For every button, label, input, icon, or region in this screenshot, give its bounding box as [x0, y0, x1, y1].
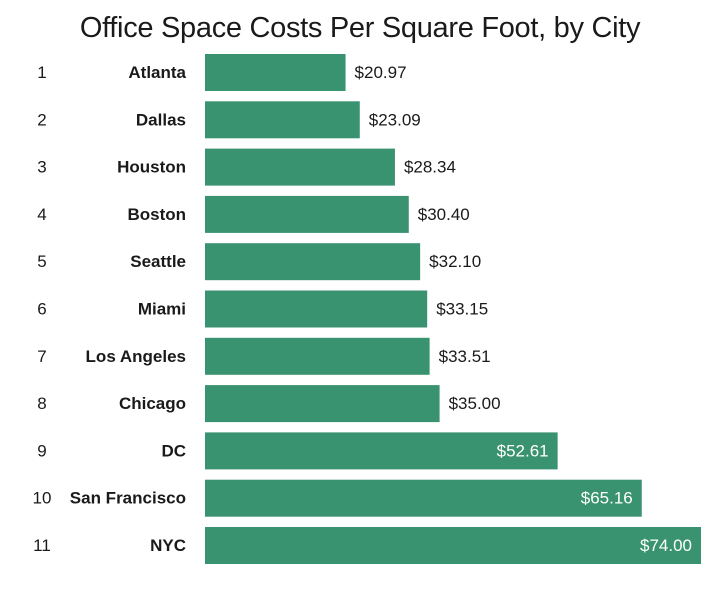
category-label: Seattle	[130, 252, 186, 271]
bar	[205, 148, 395, 186]
data-label: $65.16	[581, 489, 633, 508]
category-label: Dallas	[136, 110, 186, 129]
bar	[205, 101, 360, 139]
bar	[205, 432, 558, 470]
bar	[205, 54, 346, 91]
data-label: $33.15	[436, 300, 488, 319]
data-label: $20.97	[355, 63, 407, 82]
rank-label: 9	[37, 441, 46, 460]
bar	[205, 243, 421, 281]
data-label: $23.09	[369, 110, 421, 129]
category-label: San Francisco	[70, 489, 186, 508]
data-label: $35.00	[449, 394, 501, 413]
category-label: Boston	[127, 205, 186, 224]
rank-label: 6	[37, 300, 46, 319]
category-label: NYC	[150, 536, 186, 555]
data-label: $74.00	[640, 536, 692, 555]
bar	[205, 290, 428, 328]
rank-label: 4	[37, 205, 46, 224]
category-label: Los Angeles	[86, 347, 186, 366]
bar	[205, 385, 440, 423]
rank-label: 7	[37, 347, 46, 366]
category-label: Miami	[138, 300, 186, 319]
category-label: Chicago	[119, 394, 186, 413]
data-label: $32.10	[429, 252, 481, 271]
rank-label: 3	[37, 158, 46, 177]
data-label: $33.51	[439, 347, 491, 366]
bar	[205, 527, 701, 564]
rank-label: 5	[37, 252, 46, 271]
category-label: Atlanta	[128, 63, 186, 82]
rank-label: 10	[33, 489, 52, 508]
rank-label: 2	[37, 110, 46, 129]
rank-label: 1	[37, 63, 46, 82]
data-label: $28.34	[404, 158, 456, 177]
bar	[205, 337, 430, 375]
data-label: $30.40	[418, 205, 470, 224]
chart-title: Office Space Costs Per Square Foot, by C…	[79, 12, 641, 44]
bar	[205, 479, 642, 517]
rank-label: 11	[33, 536, 51, 555]
rank-label: 8	[37, 394, 46, 413]
category-label: DC	[161, 441, 186, 460]
category-label: Houston	[117, 158, 186, 177]
bar	[205, 195, 409, 233]
data-label: $52.61	[497, 441, 549, 460]
